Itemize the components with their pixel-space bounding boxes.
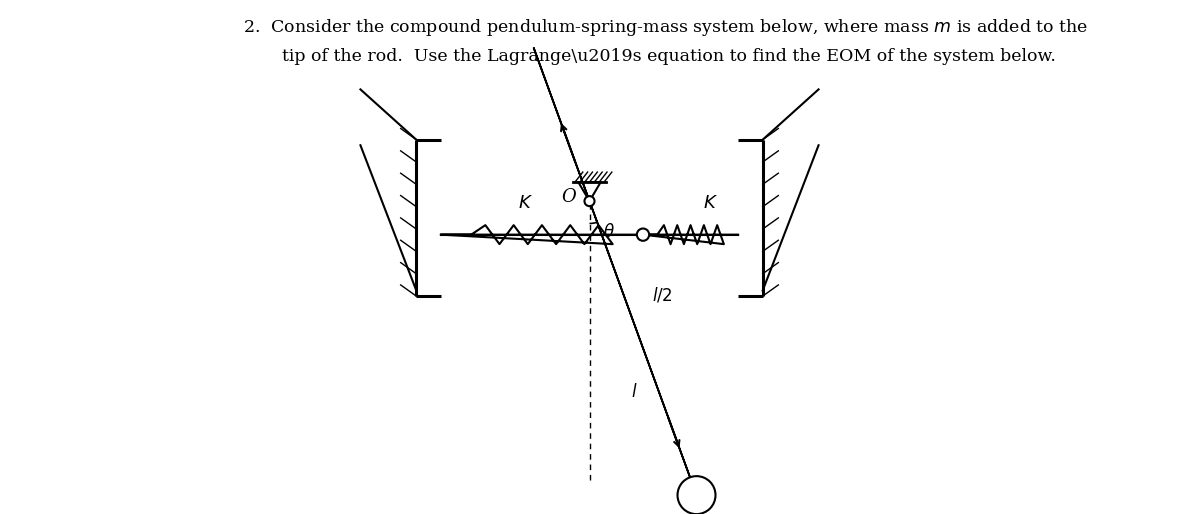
Text: $K$: $K$ bbox=[518, 194, 533, 212]
Text: $\theta$: $\theta$ bbox=[602, 224, 614, 242]
Circle shape bbox=[637, 229, 650, 241]
Text: O: O bbox=[561, 188, 575, 206]
Text: 2.  Consider the compound pendulum-spring-mass system below, where mass $m$ is a: 2. Consider the compound pendulum-spring… bbox=[243, 17, 1088, 38]
Text: $m$: $m$ bbox=[689, 487, 705, 504]
Text: tip of the rod.  Use the Lagrange\u2019s equation to find the EOM of the system : tip of the rod. Use the Lagrange\u2019s … bbox=[282, 48, 1056, 65]
Polygon shape bbox=[534, 48, 699, 501]
Text: $K$: $K$ bbox=[703, 194, 718, 212]
Text: $l$: $l$ bbox=[631, 383, 638, 401]
Circle shape bbox=[585, 196, 594, 206]
Circle shape bbox=[678, 476, 716, 514]
Text: $l/2$: $l/2$ bbox=[652, 286, 672, 305]
